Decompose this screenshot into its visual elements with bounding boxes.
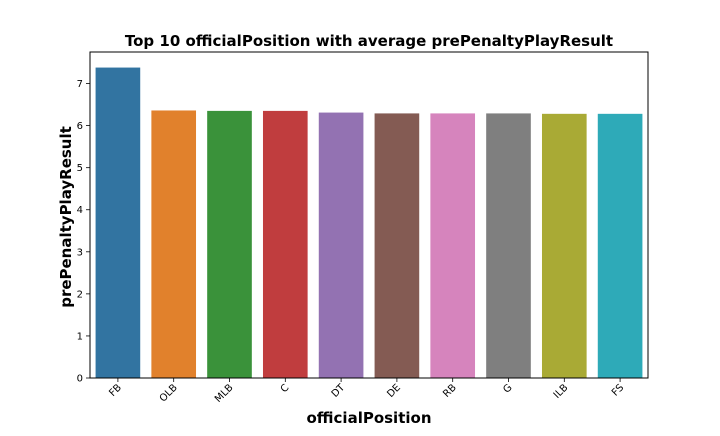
y-tick-label: 4	[77, 205, 83, 216]
y-tick-label: 5	[77, 163, 83, 174]
bar-fb	[95, 67, 141, 378]
bar-olb	[151, 110, 197, 378]
bar-fs	[597, 113, 643, 378]
chart-title: Top 10 officialPosition with average pre…	[125, 32, 613, 50]
bar-g	[486, 113, 531, 378]
x-tick-label-g: G	[501, 382, 514, 395]
y-tick-label: 2	[77, 289, 83, 300]
bar-mlb	[207, 110, 252, 378]
x-axis-label: officialPosition	[307, 409, 432, 427]
bar-ilb	[541, 113, 587, 378]
x-tick-label-dt: DT	[330, 382, 348, 400]
x-tick-label-mlb: MLB	[213, 382, 236, 405]
y-tick-label: 0	[77, 374, 83, 385]
y-axis-ticks: 0 1 2 3 4 5 6 7	[77, 79, 90, 385]
x-tick-label-rb: RB	[441, 382, 459, 400]
y-tick-label: 3	[77, 247, 83, 258]
x-tick-label-olb: OLB	[158, 382, 180, 404]
bar-de	[374, 113, 420, 378]
bar-c	[262, 110, 308, 378]
x-tick-label-ilb: ILB	[552, 382, 571, 401]
bars-layer	[95, 67, 643, 378]
x-axis-ticks: FB OLB MLB C DT DE RB G ILB FS	[107, 378, 626, 405]
y-tick-label: 7	[77, 79, 83, 90]
x-tick-label-c: C	[279, 382, 292, 395]
plot-frame	[89, 51, 649, 379]
y-tick-label: 6	[77, 121, 83, 132]
x-tick-label-fs: FS	[610, 382, 626, 398]
y-axis-label: prePenaltyPlayResult	[57, 126, 75, 308]
y-tick-label: 1	[77, 331, 83, 342]
bar-dt	[318, 112, 364, 378]
x-tick-label-de: DE	[385, 382, 403, 400]
x-tick-label-fb: FB	[107, 382, 124, 399]
bar-rb	[430, 113, 476, 378]
